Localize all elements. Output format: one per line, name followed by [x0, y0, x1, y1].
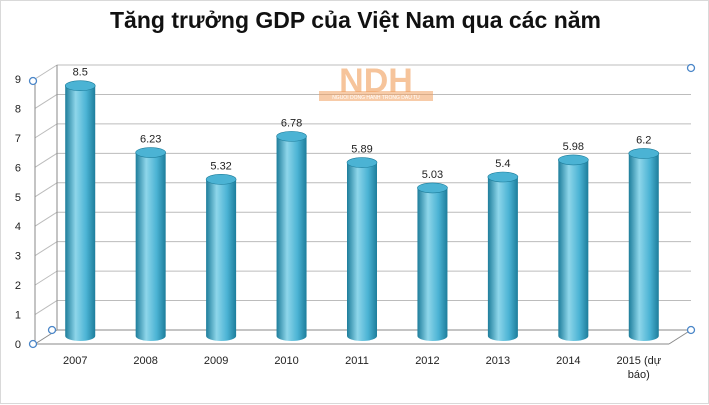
bar [206, 179, 237, 341]
data-label: 5.4 [495, 158, 510, 170]
bar [276, 136, 307, 341]
bar-top [487, 171, 519, 183]
selection-handle [686, 325, 696, 335]
data-label: 6.2 [636, 134, 651, 146]
watermark-subtext: NGUOI DONG HANH TRONG DAU TU [332, 95, 420, 101]
selection-handle [686, 63, 696, 73]
x-tick-label: báo) [628, 369, 650, 381]
bar-top [205, 174, 237, 185]
x-tick-label: 2012 [415, 355, 439, 367]
gridline-side [34, 94, 58, 109]
gridline-side [34, 123, 58, 139]
gridline-side [34, 241, 58, 257]
bar-top [276, 131, 307, 142]
data-label: 5.98 [563, 141, 584, 153]
floor-right [668, 329, 692, 345]
watermark-bar [319, 91, 433, 101]
y-tick-label: 2 [15, 280, 21, 292]
chart-title: Tăng trưởng GDP của Việt Nam qua các năm [109, 7, 601, 33]
selection-handle [47, 325, 57, 335]
x-tick-label: 2009 [204, 355, 228, 367]
gridline-side [34, 182, 58, 198]
bar-top [135, 147, 166, 158]
gridline-side [34, 211, 58, 227]
data-label: 6.78 [281, 117, 302, 129]
y-tick-label: 9 [15, 74, 21, 86]
data-label: 8.5 [73, 67, 88, 79]
gridline-side [34, 300, 58, 315]
gridline-side [34, 152, 58, 168]
y-tick-label: 5 [15, 192, 21, 204]
x-tick-label: 2015 (dự [616, 355, 661, 367]
bar [65, 85, 96, 341]
data-label: 6.23 [140, 134, 161, 146]
bar-top [417, 182, 448, 194]
bar-top [558, 154, 589, 166]
data-label: 5.89 [351, 144, 372, 156]
y-tick-label: 0 [15, 339, 21, 351]
y-tick-label: 6 [15, 162, 21, 174]
y-tick-label: 3 [15, 251, 21, 263]
bar-top [346, 157, 378, 168]
x-tick-label: 2011 [345, 355, 369, 367]
bar [487, 177, 518, 342]
selection-handle [28, 76, 38, 86]
gridline-side [34, 270, 58, 286]
bar [417, 187, 448, 341]
data-label: 5.03 [422, 169, 443, 181]
y-tick-label: 7 [15, 133, 21, 145]
x-tick-label: 2013 [486, 355, 510, 367]
bar [628, 153, 659, 341]
y-tick-label: 8 [15, 103, 21, 115]
bar [135, 152, 166, 341]
bar [558, 159, 589, 341]
data-label: 5.32 [210, 160, 231, 172]
gridline-side [34, 64, 58, 80]
bar [347, 162, 377, 341]
selection-handle [28, 339, 38, 349]
y-tick-label: 1 [15, 310, 21, 322]
x-tick-label: 2010 [274, 355, 298, 367]
x-tick-label: 2014 [556, 355, 580, 367]
x-tick-label: 2007 [63, 355, 87, 367]
bar-top [64, 80, 96, 92]
x-tick-label: 2008 [133, 355, 157, 367]
y-tick-label: 4 [15, 221, 21, 233]
bar-top [628, 148, 660, 159]
